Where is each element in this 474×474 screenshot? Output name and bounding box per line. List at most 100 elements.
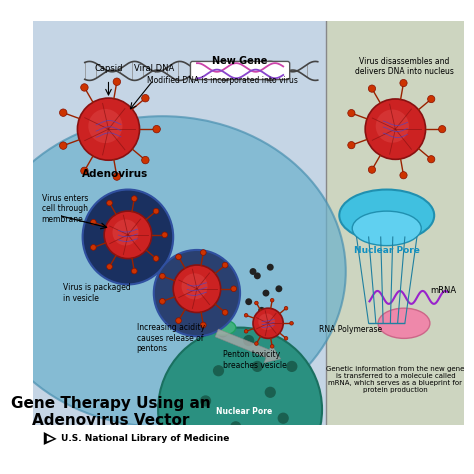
- Circle shape: [112, 219, 138, 246]
- Text: Viral DNA: Viral DNA: [134, 64, 174, 73]
- Circle shape: [376, 109, 409, 143]
- FancyBboxPatch shape: [191, 62, 290, 80]
- Circle shape: [107, 200, 112, 206]
- Text: Penton toxicity
breaches vesicle: Penton toxicity breaches vesicle: [223, 350, 287, 370]
- Circle shape: [263, 290, 269, 297]
- Circle shape: [91, 245, 96, 250]
- Circle shape: [230, 421, 241, 432]
- Text: Nucleus: Nucleus: [236, 430, 283, 440]
- Text: Nuclear Pore: Nuclear Pore: [216, 407, 273, 416]
- Circle shape: [113, 173, 120, 180]
- Polygon shape: [47, 436, 54, 441]
- Circle shape: [213, 365, 224, 376]
- Circle shape: [255, 301, 258, 305]
- Circle shape: [60, 142, 67, 149]
- Circle shape: [191, 426, 202, 437]
- Circle shape: [255, 342, 258, 346]
- Circle shape: [173, 265, 221, 312]
- Circle shape: [428, 155, 435, 163]
- Text: Nuclear Pore: Nuclear Pore: [354, 246, 419, 255]
- Circle shape: [267, 264, 273, 271]
- Text: RNA Polymerase: RNA Polymerase: [319, 325, 383, 334]
- Circle shape: [244, 313, 248, 317]
- Circle shape: [258, 313, 275, 330]
- Circle shape: [201, 250, 206, 255]
- Circle shape: [176, 318, 182, 323]
- Circle shape: [153, 126, 160, 133]
- Text: Virus enters
cell through
membrane: Virus enters cell through membrane: [42, 194, 88, 224]
- Circle shape: [131, 268, 137, 274]
- Circle shape: [201, 322, 206, 328]
- Circle shape: [284, 337, 288, 340]
- Circle shape: [60, 109, 67, 117]
- Circle shape: [270, 299, 274, 302]
- Circle shape: [249, 268, 256, 275]
- Text: Increasing acidity
causes release of
pentons: Increasing acidity causes release of pen…: [137, 323, 204, 353]
- Circle shape: [284, 306, 288, 310]
- Circle shape: [176, 254, 182, 260]
- Circle shape: [162, 232, 167, 237]
- Circle shape: [290, 321, 293, 325]
- Circle shape: [222, 310, 228, 315]
- Polygon shape: [326, 21, 465, 453]
- Circle shape: [158, 328, 322, 474]
- Circle shape: [77, 98, 139, 160]
- Text: Gene Therapy Using an: Gene Therapy Using an: [11, 396, 210, 410]
- Polygon shape: [33, 21, 326, 453]
- Text: Modified DNA is incorporated into virus: Modified DNA is incorporated into virus: [147, 76, 298, 85]
- Circle shape: [88, 109, 122, 143]
- Circle shape: [222, 262, 228, 268]
- Circle shape: [278, 412, 289, 424]
- Circle shape: [368, 85, 375, 92]
- Circle shape: [368, 166, 375, 173]
- Circle shape: [258, 307, 265, 314]
- Circle shape: [160, 273, 165, 279]
- Circle shape: [113, 78, 120, 85]
- Text: Adenovirus Vector: Adenovirus Vector: [32, 413, 189, 428]
- Circle shape: [438, 126, 446, 133]
- Text: New Gene: New Gene: [212, 56, 268, 66]
- Circle shape: [365, 99, 426, 159]
- Ellipse shape: [352, 211, 421, 246]
- Circle shape: [400, 80, 407, 87]
- Circle shape: [200, 395, 211, 407]
- Circle shape: [275, 285, 283, 292]
- Ellipse shape: [339, 190, 434, 241]
- Circle shape: [104, 211, 152, 259]
- Circle shape: [142, 156, 149, 164]
- Circle shape: [231, 286, 237, 292]
- Text: Adenovirus: Adenovirus: [82, 169, 148, 180]
- Ellipse shape: [210, 320, 236, 335]
- Circle shape: [348, 109, 355, 117]
- Circle shape: [107, 264, 112, 270]
- Circle shape: [243, 335, 255, 346]
- Circle shape: [348, 142, 355, 149]
- FancyArrowPatch shape: [215, 329, 281, 363]
- Ellipse shape: [0, 116, 346, 427]
- Circle shape: [153, 255, 159, 261]
- Circle shape: [81, 84, 88, 91]
- Ellipse shape: [82, 190, 173, 284]
- Circle shape: [142, 94, 149, 102]
- Circle shape: [252, 361, 263, 372]
- Circle shape: [153, 209, 159, 214]
- Circle shape: [253, 308, 283, 338]
- Ellipse shape: [378, 308, 430, 338]
- Circle shape: [254, 273, 261, 279]
- Circle shape: [160, 299, 165, 304]
- Text: Genetic information from the new gene
is transferred to a molecule called
mRNA, : Genetic information from the new gene is…: [326, 366, 465, 393]
- Circle shape: [244, 329, 248, 333]
- Circle shape: [131, 196, 137, 201]
- Circle shape: [428, 95, 435, 103]
- Circle shape: [400, 172, 407, 179]
- Text: Capsid: Capsid: [94, 64, 123, 73]
- Circle shape: [217, 326, 228, 337]
- Circle shape: [286, 361, 298, 372]
- Circle shape: [91, 219, 96, 225]
- Text: mRNA: mRNA: [430, 286, 456, 295]
- Polygon shape: [44, 432, 57, 445]
- Circle shape: [245, 298, 252, 305]
- Circle shape: [270, 345, 274, 348]
- Text: Virus disassembles and
delivers DNA into nucleus: Virus disassembles and delivers DNA into…: [355, 57, 454, 76]
- Circle shape: [264, 387, 276, 398]
